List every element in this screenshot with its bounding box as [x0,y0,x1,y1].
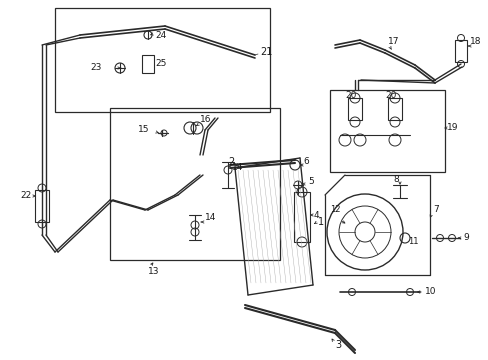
Text: 12: 12 [329,206,340,215]
Text: 25: 25 [155,59,166,68]
Bar [293,192,309,242]
Text: 17: 17 [387,37,399,46]
Text: 20: 20 [345,90,356,99]
Text: 10: 10 [424,288,436,297]
Text: 9: 9 [462,234,468,243]
Bar [347,98,361,120]
Text: 5: 5 [307,177,313,186]
Text: 18: 18 [469,37,481,46]
Text: 11: 11 [407,238,418,247]
Text: 8: 8 [392,175,398,184]
Text: 19: 19 [446,123,458,132]
Text: 21: 21 [260,47,272,57]
Text: 13: 13 [148,267,159,276]
Text: 6: 6 [303,158,308,166]
Bar [55,8,269,112]
Text: 16: 16 [200,116,211,125]
Bar [454,40,466,62]
Bar [329,90,444,172]
Bar [387,98,401,120]
Text: 1: 1 [317,217,324,227]
Text: 3: 3 [334,340,341,350]
Text: 7: 7 [432,206,438,215]
Text: 15: 15 [138,126,149,135]
Bar [35,190,49,222]
Text: 2: 2 [227,157,234,167]
Bar [142,55,154,73]
Text: 14: 14 [204,213,216,222]
Text: 14: 14 [231,163,243,172]
Bar [110,108,280,260]
Text: 24: 24 [155,31,166,40]
Text: 23: 23 [90,63,101,72]
Text: 22: 22 [20,192,31,201]
Text: 4: 4 [313,211,319,220]
Text: 20: 20 [384,90,396,99]
